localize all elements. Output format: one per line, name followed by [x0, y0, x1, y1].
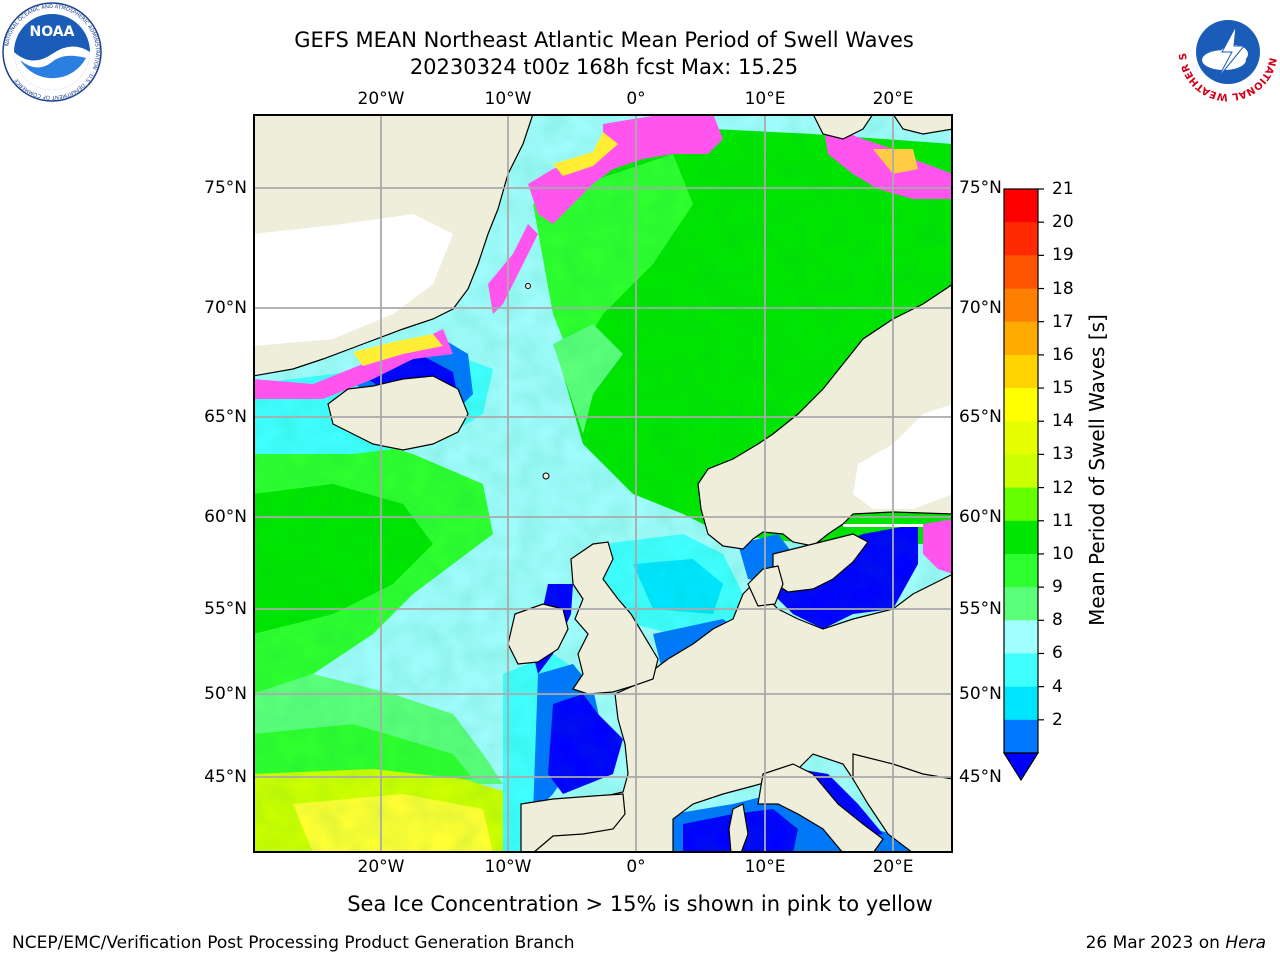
colorbar-tick-label: 14: [1052, 411, 1074, 432]
right-tick-50n: 50°N: [959, 684, 1002, 704]
right-tick-65n: 65°N: [959, 407, 1002, 427]
top-tick-20e: 20°E: [872, 89, 914, 109]
colorbar-segment: [1004, 520, 1038, 555]
colorbar-tick-label: 11: [1052, 510, 1074, 531]
colorbar-tick-label: 12: [1052, 477, 1074, 498]
right-tick-75n: 75°N: [959, 178, 1002, 198]
sea-ice-barents-yellow: [873, 149, 918, 174]
graticule: [253, 114, 953, 853]
top-tick-0: 0°: [626, 89, 646, 109]
colorbar-tick-label: 13: [1052, 444, 1074, 465]
colorbar-segment: [1004, 553, 1038, 588]
land-sweden-ice: [853, 404, 953, 509]
bottom-tick-20e: 20°E: [872, 857, 914, 877]
right-tick-70n: 70°N: [959, 298, 1002, 318]
colorbar-tick-label: 16: [1052, 344, 1074, 365]
colorbar-tick-label: 17: [1052, 311, 1074, 332]
colorbar: [1002, 188, 1044, 782]
colorbar-segment: [1004, 719, 1038, 754]
colorbar-segment: [1004, 620, 1038, 654]
colorbar-segment: [1004, 487, 1038, 522]
right-tick-60n: 60°N: [959, 507, 1002, 527]
colorbar-segment: [1004, 321, 1038, 356]
left-tick-70n: 70°N: [204, 298, 247, 318]
colorbar-segment: [1004, 587, 1038, 621]
land-balkans: [852, 753, 953, 853]
colorbar-segment: [1004, 255, 1038, 290]
left-tick-75n: 75°N: [204, 178, 247, 198]
map-canvas: [253, 114, 953, 853]
bottom-tick-20w: 20°W: [357, 857, 405, 877]
colorbar-segment: [1004, 222, 1038, 256]
left-tick-60n: 60°N: [204, 507, 247, 527]
colorbar-segment: [1004, 421, 1038, 455]
land-corsica-sardinia: [728, 803, 749, 853]
left-tick-45n: 45°N: [204, 767, 247, 787]
sea-ice-greenland-yellow: [353, 334, 443, 366]
top-tick-10w: 10°W: [484, 89, 532, 109]
colorbar-extend-arrow: [1002, 752, 1040, 782]
sea-ice-svalbard-yellow: [553, 132, 618, 176]
colorbar-tick-label: 20: [1052, 212, 1074, 233]
top-tick-20w: 20°W: [357, 89, 405, 109]
map-panel[interactable]: [253, 114, 953, 853]
left-tick-55n: 55°N: [204, 599, 247, 619]
bottom-tick-10w: 10°W: [484, 857, 532, 877]
right-tick-55n: 55°N: [959, 599, 1002, 619]
land-ireland: [507, 603, 569, 665]
land-iberia: [520, 793, 626, 853]
land-svalbard-east: [892, 114, 953, 135]
sea-ice-east-greenland: [488, 224, 538, 314]
right-tick-45n: 45°N: [959, 767, 1002, 787]
land-jan-mayen: [525, 283, 531, 289]
colorbar-segment: [1004, 388, 1038, 422]
credit-host: Hera: [1225, 933, 1266, 953]
left-tick-50n: 50°N: [204, 684, 247, 704]
credit-branch: NCEP/EMC/Verification Post Processing Pr…: [12, 933, 575, 953]
sea-ice-footnote: Sea Ice Concentration > 15% is shown in …: [347, 892, 933, 916]
map-border: [253, 114, 953, 853]
colorbar-tick-label: 8: [1052, 610, 1063, 631]
colorbar-tick-label: 4: [1052, 676, 1063, 697]
colorbar-segment: [1004, 653, 1038, 688]
map-subtitle: 20230324 t00z 168h fcst Max: 15.25: [409, 55, 799, 79]
colorbar-tick-label: 19: [1052, 245, 1074, 266]
colorbar-segment: [1004, 686, 1038, 721]
land-faroe: [542, 472, 550, 480]
bottom-tick-0: 0°: [626, 857, 646, 877]
colorbar-tick-label: 6: [1052, 643, 1063, 664]
colorbar-tick-label: 21: [1052, 179, 1074, 199]
left-tick-65n: 65°N: [204, 407, 247, 427]
colorbar-segment: [1004, 454, 1038, 489]
nws-logo: NATIONAL WEATHER SERVICE: [1178, 2, 1278, 102]
colorbar-segment: [1004, 189, 1038, 223]
sea-ice-svalbard-edge: [528, 114, 723, 224]
colorbar-title: Mean Period of Swell Waves [s]: [1085, 314, 1109, 626]
colorbar-tick-label: 15: [1052, 378, 1074, 399]
top-tick-10e: 10°E: [744, 89, 786, 109]
colorbar-tick-label: 2: [1052, 709, 1063, 730]
noaa-logo: NOAA NATIONAL OCEANIC AND ATMOSPHERIC AD…: [2, 2, 102, 102]
colorbar-segment: [1004, 288, 1038, 323]
land-greenland-ice: [253, 214, 453, 346]
map-title: GEFS MEAN Northeast Atlantic Mean Period…: [294, 28, 914, 52]
bottom-tick-10e: 10°E: [744, 857, 786, 877]
land-iceland: [327, 375, 469, 451]
colorbar-segment: [1004, 354, 1038, 389]
credit-date-text: 26 Mar 2023 on: [1085, 933, 1220, 953]
colorbar-tick-label: 9: [1052, 577, 1063, 598]
colorbar-tick-label: 10: [1052, 543, 1074, 564]
sea-ice-gulf-finland: [923, 519, 953, 574]
colorbar-tick-label: 18: [1052, 278, 1074, 299]
credit-date: 26 Mar 2023 on Hera: [1086, 932, 1266, 954]
land-svalbard: [812, 114, 874, 140]
noaa-logo-text: NOAA: [30, 24, 75, 40]
land-italy: [757, 763, 884, 853]
colorbar-border: [1003, 188, 1039, 754]
